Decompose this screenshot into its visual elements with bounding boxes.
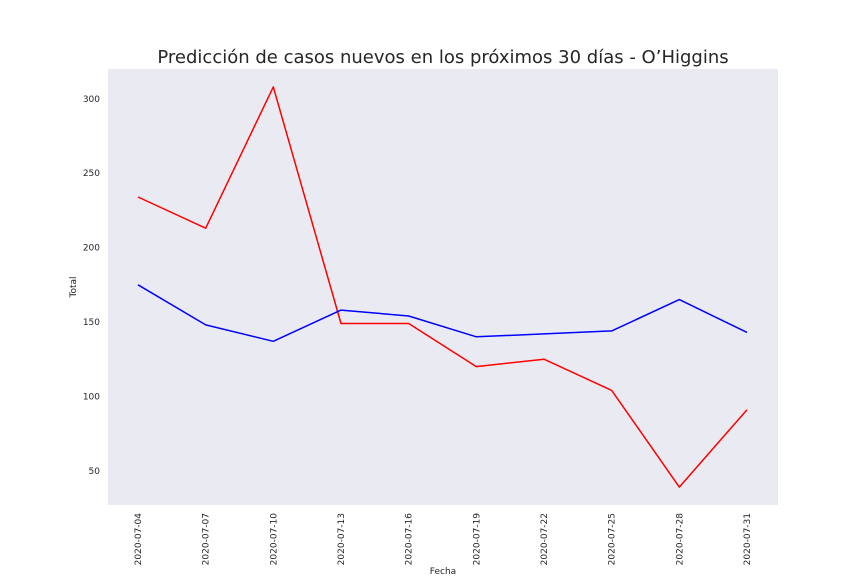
x-tick-labels: 2020-07-04 2020-07-07 2020-07-10 2020-07-13…: [134, 513, 753, 566]
y-tick-label: 100: [83, 392, 100, 402]
y-tick-label: 200: [83, 244, 100, 254]
y-tick-label: 50: [89, 467, 101, 477]
y-axis-label: Total: [69, 276, 79, 298]
y-tick-labels: 50 100 150 200 250 300: [83, 95, 100, 477]
x-axis-label: Fecha: [430, 567, 456, 576]
x-tick-label: 2020-07-16: [405, 513, 415, 566]
x-tick-label: 2020-07-22: [540, 513, 550, 565]
plot-area: [108, 69, 778, 505]
x-tick-label: 2020-07-28: [675, 513, 685, 566]
chart-title: Predicción de casos nuevos en los próxim…: [157, 47, 728, 68]
x-tick-label: 2020-07-10: [269, 513, 279, 566]
x-tick-label: 2020-07-31: [743, 513, 753, 565]
series-layer: [137, 86, 748, 488]
y-tick-label: 250: [83, 169, 100, 179]
x-tick-label: 2020-07-07: [202, 513, 212, 565]
y-tick-label: 300: [83, 95, 100, 105]
x-tick-label: 2020-07-19: [472, 513, 482, 566]
y-tick-label: 150: [83, 318, 100, 328]
series-line-1: [137, 86, 748, 488]
x-tick-label: 2020-07-13: [337, 513, 347, 565]
series-line-2: [137, 284, 748, 343]
x-tick-label: 2020-07-25: [608, 513, 618, 565]
x-tick-label: 2020-07-04: [134, 513, 144, 566]
